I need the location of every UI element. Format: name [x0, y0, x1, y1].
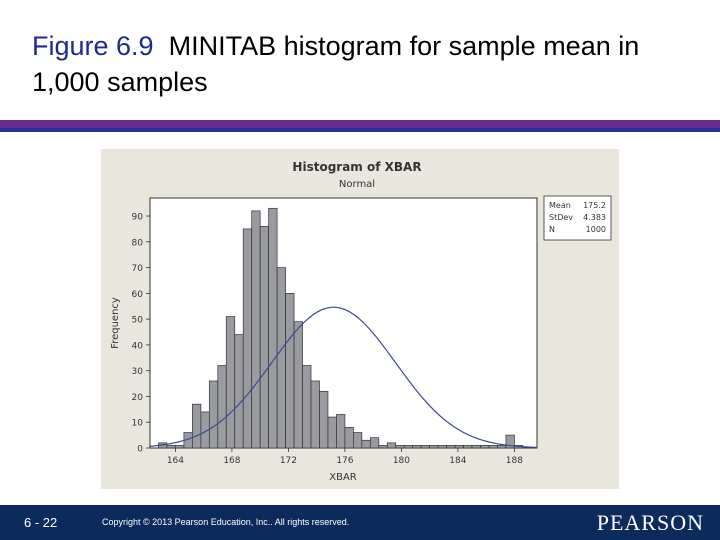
- histogram-bar: [336, 414, 346, 449]
- histogram-bar: [369, 437, 380, 449]
- x-tick-label: 188: [506, 456, 523, 466]
- figure-label: Figure 6.9: [32, 31, 154, 61]
- plot-area: [149, 197, 538, 449]
- accent-rule-blue: [0, 128, 720, 132]
- chart-subtitle: Normal: [339, 179, 375, 190]
- histogram-bar: [217, 365, 227, 449]
- stats-box: Mean 175.2 StDev 4.383 N 1000: [543, 195, 612, 241]
- stats-value: 4.383: [583, 213, 606, 222]
- stats-label: StDev: [549, 213, 573, 222]
- stats-value: 1000: [586, 225, 606, 234]
- histogram-bar: [480, 445, 490, 449]
- y-tick-label: 50: [132, 316, 144, 326]
- histogram-bar: [344, 427, 354, 449]
- x-axis-label: XBAR: [329, 472, 357, 483]
- histogram-bar: [302, 365, 312, 449]
- histogram-bar: [259, 225, 269, 449]
- histogram-bar: [386, 442, 397, 449]
- accent-rule-purple: [0, 120, 720, 128]
- histogram-bar: [361, 439, 371, 449]
- histogram-bar: [488, 445, 498, 449]
- chart-title: Histogram of XBAR: [292, 160, 421, 174]
- x-tick-label: 164: [167, 456, 184, 466]
- stats-label: Mean: [549, 201, 571, 210]
- histogram-bar: [319, 390, 329, 449]
- histogram-bar: [497, 445, 507, 449]
- histogram-bar: [412, 445, 422, 449]
- histogram-bar: [175, 445, 185, 449]
- histogram-bar: [327, 416, 337, 449]
- histogram-bar: [403, 445, 414, 449]
- histogram-bar: [463, 445, 473, 449]
- publisher-logo: PEARSON: [596, 510, 704, 535]
- x-tick-label: 176: [336, 456, 353, 466]
- histogram-bar: [310, 380, 320, 449]
- histogram-bar: [505, 434, 515, 449]
- x-tick-label: 172: [280, 456, 297, 466]
- y-axis-label: Frequency: [110, 297, 121, 349]
- x-tick-label: 180: [393, 456, 410, 466]
- histogram-bar: [446, 445, 456, 449]
- y-tick-label: 20: [132, 393, 144, 403]
- histogram-bar: [192, 403, 202, 449]
- histogram-bar: [285, 293, 295, 449]
- histogram-bar: [234, 334, 244, 449]
- slide-number: 6 - 22: [24, 515, 58, 530]
- histogram-bar: [378, 445, 388, 449]
- y-tick-label: 10: [132, 419, 144, 429]
- histogram-bar: [353, 432, 363, 449]
- histogram-bar: [429, 445, 439, 449]
- histogram-bar: [225, 316, 236, 449]
- histogram-bar: [268, 207, 278, 449]
- histogram-bar: [471, 445, 481, 449]
- histogram-bar: [208, 380, 219, 449]
- histogram-bar: [437, 445, 447, 449]
- histogram-bar: [242, 228, 253, 449]
- slide-title: Figure 6.9 MINITAB histogram for sample …: [32, 28, 692, 100]
- y-tick-label: 80: [132, 238, 144, 248]
- histogram-bar: [420, 445, 430, 449]
- histogram-bar: [395, 445, 405, 449]
- histogram-bar: [251, 210, 261, 449]
- y-tick-label: 30: [132, 367, 144, 377]
- histogram-bar: [293, 321, 303, 449]
- histogram-bar: [454, 445, 464, 449]
- y-tick-label: 60: [132, 290, 144, 300]
- histogram-bar: [166, 445, 176, 449]
- histogram-bar: [276, 267, 286, 449]
- x-tick-label: 184: [449, 456, 466, 466]
- normal-curve: [149, 306, 538, 448]
- figure-title: MINITAB histogram for sample mean in 1,0…: [32, 31, 640, 97]
- x-tick-label: 168: [223, 456, 240, 466]
- stats-value: 175.2: [583, 201, 606, 210]
- y-tick-label: 40: [132, 341, 144, 351]
- y-tick-label: 90: [132, 213, 144, 223]
- histogram-chart: Histogram of XBAR Normal 0 10 20 30 40 50 60 70…: [101, 149, 619, 489]
- y-tick-label: 0: [137, 445, 143, 455]
- y-tick-label: 70: [132, 264, 144, 274]
- stats-label: N: [549, 225, 555, 234]
- footer-bar: [0, 505, 720, 540]
- copyright-text: Copyright © 2013 Pearson Education, Inc.…: [102, 517, 350, 527]
